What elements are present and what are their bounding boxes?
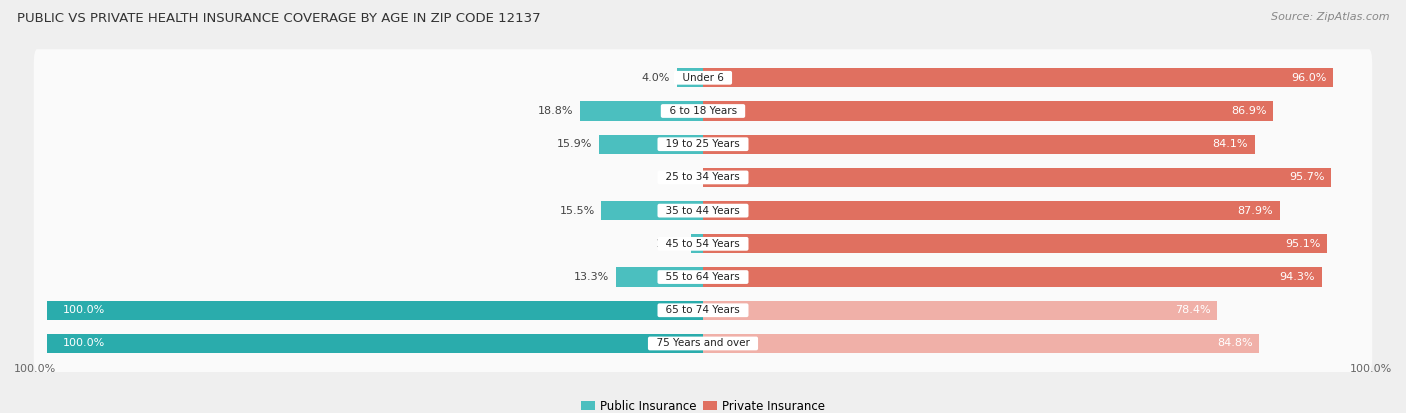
Text: 100.0%: 100.0% xyxy=(14,364,56,374)
Text: 15.5%: 15.5% xyxy=(560,206,595,216)
Text: 55 to 64 Years: 55 to 64 Years xyxy=(659,272,747,282)
Text: 15.9%: 15.9% xyxy=(557,139,592,149)
FancyBboxPatch shape xyxy=(34,315,1372,372)
Text: 95.1%: 95.1% xyxy=(1285,239,1320,249)
Text: 19 to 25 Years: 19 to 25 Years xyxy=(659,139,747,149)
FancyBboxPatch shape xyxy=(34,83,1372,140)
Text: Under 6: Under 6 xyxy=(676,73,730,83)
Bar xyxy=(46,301,703,320)
Bar xyxy=(46,334,703,353)
Text: 0.0%: 0.0% xyxy=(665,172,693,183)
Text: 84.1%: 84.1% xyxy=(1213,139,1249,149)
Bar xyxy=(676,68,703,88)
Text: 100.0%: 100.0% xyxy=(63,305,105,315)
Bar xyxy=(616,268,703,287)
Text: 75 Years and over: 75 Years and over xyxy=(650,339,756,349)
Text: 18.8%: 18.8% xyxy=(537,106,574,116)
Text: 45 to 54 Years: 45 to 54 Years xyxy=(659,239,747,249)
Bar xyxy=(703,334,1260,353)
Bar xyxy=(703,268,1322,287)
Text: 100.0%: 100.0% xyxy=(63,339,105,349)
Bar xyxy=(703,234,1327,254)
Text: PUBLIC VS PRIVATE HEALTH INSURANCE COVERAGE BY AGE IN ZIP CODE 12137: PUBLIC VS PRIVATE HEALTH INSURANCE COVER… xyxy=(17,12,540,25)
Text: 96.0%: 96.0% xyxy=(1291,73,1326,83)
Text: 86.9%: 86.9% xyxy=(1232,106,1267,116)
FancyBboxPatch shape xyxy=(34,49,1372,107)
Text: 6 to 18 Years: 6 to 18 Years xyxy=(662,106,744,116)
FancyBboxPatch shape xyxy=(34,182,1372,239)
Text: 13.3%: 13.3% xyxy=(574,272,609,282)
Text: Source: ZipAtlas.com: Source: ZipAtlas.com xyxy=(1271,12,1389,22)
Text: 4.0%: 4.0% xyxy=(641,73,671,83)
Bar xyxy=(703,101,1274,121)
FancyBboxPatch shape xyxy=(34,215,1372,273)
FancyBboxPatch shape xyxy=(34,149,1372,206)
Text: 35 to 44 Years: 35 to 44 Years xyxy=(659,206,747,216)
Text: 87.9%: 87.9% xyxy=(1237,206,1274,216)
Bar xyxy=(703,68,1333,88)
Bar xyxy=(692,234,703,254)
Text: 78.4%: 78.4% xyxy=(1175,305,1211,315)
Text: 95.7%: 95.7% xyxy=(1289,172,1324,183)
Bar xyxy=(703,301,1218,320)
FancyBboxPatch shape xyxy=(34,116,1372,173)
Bar xyxy=(599,135,703,154)
FancyBboxPatch shape xyxy=(34,282,1372,339)
Text: 1.8%: 1.8% xyxy=(657,239,685,249)
Text: 65 to 74 Years: 65 to 74 Years xyxy=(659,305,747,315)
Bar xyxy=(703,201,1279,220)
Bar xyxy=(579,101,703,121)
FancyBboxPatch shape xyxy=(34,249,1372,306)
Legend: Public Insurance, Private Insurance: Public Insurance, Private Insurance xyxy=(576,395,830,413)
Text: 100.0%: 100.0% xyxy=(1350,364,1392,374)
Text: 94.3%: 94.3% xyxy=(1279,272,1315,282)
Text: 25 to 34 Years: 25 to 34 Years xyxy=(659,172,747,183)
Bar xyxy=(602,201,703,220)
Text: 84.8%: 84.8% xyxy=(1218,339,1253,349)
Bar xyxy=(703,168,1331,187)
Bar xyxy=(703,135,1254,154)
